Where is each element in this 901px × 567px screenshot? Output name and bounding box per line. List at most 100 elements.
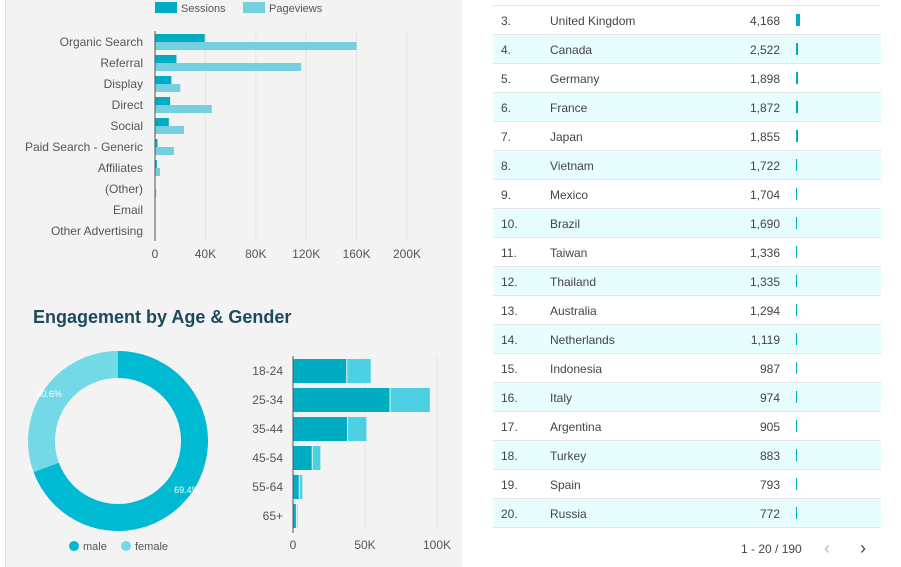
age-label: 25-34	[252, 393, 283, 407]
sessions-value: 2,522	[749, 43, 780, 57]
sessions-bar	[155, 139, 158, 147]
country-name: Brazil	[550, 217, 581, 231]
x-tick-label: 160K	[343, 247, 371, 261]
table-row: 5. Germany 1,898	[493, 64, 881, 93]
sessions-value: 4,168	[749, 14, 780, 28]
value-bar	[796, 304, 798, 316]
slice-label: 30.6%	[36, 389, 62, 399]
sessions-value: 905	[759, 420, 780, 434]
legend-male-label: male	[83, 541, 107, 553]
value-bar	[796, 188, 798, 200]
rank: 3.	[501, 14, 512, 28]
engagement-title: Engagement by Age & Gender	[33, 307, 292, 327]
table-row: 19. Spain 793	[493, 470, 881, 499]
age-label: 65+	[263, 509, 283, 523]
rank: 20.	[501, 507, 518, 521]
male-bar	[293, 388, 390, 412]
legend-pageviews-swatch	[243, 2, 265, 13]
rank: 19.	[501, 478, 518, 492]
pageviews-bar	[155, 63, 302, 71]
value-bar	[796, 217, 798, 229]
male-bar	[293, 475, 299, 499]
value-bar	[796, 130, 798, 142]
value-bar	[796, 362, 797, 374]
table-row: 3. United Kingdom 4,168	[493, 6, 881, 35]
table-row: 6. France 1,872	[493, 93, 881, 122]
x-tick-label: 50K	[354, 538, 375, 552]
table-row: 11. Taiwan 1,336	[493, 238, 881, 267]
sessions-bar	[155, 118, 169, 126]
value-bar	[796, 449, 797, 461]
value-bar	[796, 72, 798, 84]
pageviews-bar	[155, 126, 184, 134]
x-tick-label: 80K	[245, 247, 266, 261]
x-tick-label: 0	[152, 247, 159, 261]
table-row: 12. Thailand 1,335	[493, 267, 881, 296]
sessions-bar	[155, 160, 157, 168]
age-label: 45-54	[252, 451, 283, 465]
pagination-label: 1 - 20 / 190	[741, 542, 802, 556]
value-bar	[796, 275, 798, 287]
sessions-bar	[155, 76, 172, 84]
pageviews-bar	[155, 147, 174, 155]
country-name: Germany	[550, 72, 600, 86]
value-bar	[796, 101, 798, 113]
sessions-value: 1,690	[749, 217, 780, 231]
rank: 5.	[501, 72, 512, 86]
sessions-bar	[155, 97, 171, 105]
female-bar	[299, 475, 303, 499]
rank: 17.	[501, 420, 518, 434]
country-name: Australia	[550, 304, 597, 318]
next-page-button[interactable]: ›	[860, 538, 866, 558]
value-bar	[796, 14, 800, 26]
sessions-bar	[155, 55, 177, 63]
country-name: Argentina	[550, 420, 602, 434]
male-bar	[293, 417, 347, 441]
sessions-bar	[155, 34, 205, 42]
gender-donut-chart: 69.4% 30.6% male female	[27, 351, 209, 553]
rank: 7.	[501, 130, 512, 144]
country-name: Japan	[550, 130, 583, 144]
table-row: 9. Mexico 1,704	[493, 180, 881, 209]
sessions-value: 883	[759, 449, 780, 463]
table-row: 8. Vietnam 1,722	[493, 151, 881, 180]
table-row: 18. Turkey 883	[493, 441, 881, 470]
category-label: (Other)	[105, 182, 143, 196]
pageviews-bar	[155, 189, 157, 197]
male-bar	[293, 504, 296, 528]
table-row: 15. Indonesia 987	[493, 354, 881, 383]
value-bar	[796, 159, 798, 171]
value-bar	[796, 420, 797, 432]
country-name: Spain	[550, 478, 581, 492]
table-row: 20. Russia 772	[493, 499, 881, 528]
country-name: United Kingdom	[550, 14, 636, 28]
rank: 11.	[501, 246, 517, 260]
table-row: 17. Argentina 905	[493, 412, 881, 441]
pageviews-bar	[155, 42, 357, 50]
category-label: Social	[110, 119, 143, 133]
sessions-value: 1,704	[749, 188, 780, 202]
country-name: Thailand	[550, 275, 597, 289]
value-bar	[796, 478, 797, 490]
sessions-value: 987	[759, 362, 780, 376]
age-label: 55-64	[252, 480, 283, 494]
table-row: 14. Netherlands 1,119	[493, 325, 881, 354]
sessions-value: 1,855	[749, 130, 780, 144]
sessions-value: 1,294	[749, 304, 780, 318]
sessions-value: 1,872	[749, 101, 780, 115]
pageviews-bar	[155, 168, 161, 176]
category-label: Organic Search	[60, 35, 143, 49]
value-bar	[796, 43, 799, 55]
value-bar	[796, 391, 797, 403]
rank: 12.	[501, 275, 518, 289]
pageviews-bar	[155, 84, 181, 92]
prev-page-button[interactable]: ‹	[824, 538, 830, 558]
rank: 10.	[501, 217, 518, 231]
value-bar	[796, 246, 798, 258]
female-bar	[347, 359, 371, 383]
sessions-value: 974	[759, 391, 780, 405]
rank: 6.	[501, 101, 512, 115]
rank: 14.	[501, 333, 518, 347]
slice-label: 69.4%	[174, 485, 200, 495]
category-label: Affiliates	[98, 161, 143, 175]
